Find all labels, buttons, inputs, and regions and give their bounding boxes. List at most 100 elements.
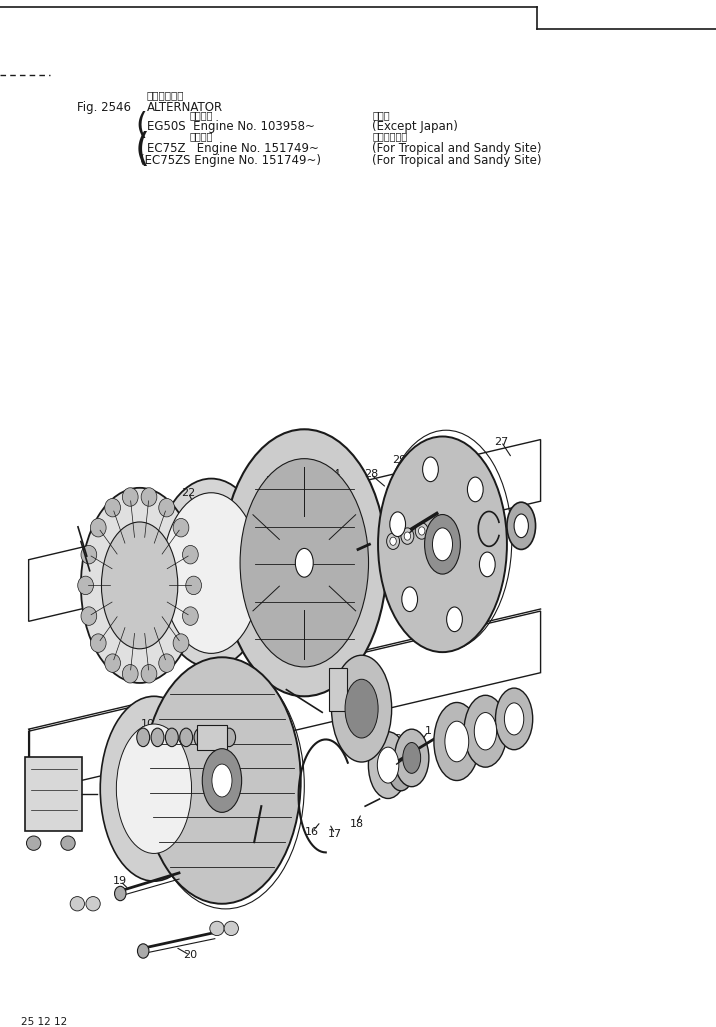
Ellipse shape xyxy=(163,493,260,653)
Text: 12: 12 xyxy=(166,709,180,719)
Text: 9: 9 xyxy=(271,855,278,866)
Ellipse shape xyxy=(434,702,480,781)
Ellipse shape xyxy=(387,533,400,549)
Text: 25 12 12: 25 12 12 xyxy=(21,1017,68,1027)
Ellipse shape xyxy=(222,429,387,696)
Ellipse shape xyxy=(165,728,178,747)
Text: 熱帯砂地仕様: 熱帯砂地仕様 xyxy=(372,131,407,142)
Text: 28: 28 xyxy=(364,469,378,480)
Text: 29: 29 xyxy=(392,455,407,465)
Ellipse shape xyxy=(415,523,428,539)
Ellipse shape xyxy=(81,488,198,683)
Ellipse shape xyxy=(143,657,301,904)
Text: 22: 22 xyxy=(181,488,195,498)
Text: 7: 7 xyxy=(45,760,52,770)
Text: 1: 1 xyxy=(425,726,432,736)
Text: 26: 26 xyxy=(458,449,473,459)
Ellipse shape xyxy=(116,724,192,853)
Ellipse shape xyxy=(105,654,120,673)
Ellipse shape xyxy=(105,498,120,517)
Ellipse shape xyxy=(390,537,397,545)
Text: 24: 24 xyxy=(326,469,340,480)
Text: 4: 4 xyxy=(453,722,460,732)
Circle shape xyxy=(26,836,41,850)
Ellipse shape xyxy=(173,634,189,652)
Ellipse shape xyxy=(402,586,417,611)
Bar xyxy=(197,725,227,750)
Text: EC75Z   Engine No. 151749~: EC75Z Engine No. 151749~ xyxy=(147,142,319,155)
Bar xyxy=(25,757,82,831)
Text: 18: 18 xyxy=(349,819,364,829)
Ellipse shape xyxy=(159,654,175,673)
Text: (: ( xyxy=(134,131,150,169)
Ellipse shape xyxy=(141,488,157,506)
Text: 14: 14 xyxy=(258,845,272,855)
Ellipse shape xyxy=(137,944,149,958)
Ellipse shape xyxy=(390,511,405,536)
Text: 27: 27 xyxy=(494,436,508,447)
Text: (For Tropical and Sandy Site): (For Tropical and Sandy Site) xyxy=(372,142,542,155)
Text: 19: 19 xyxy=(113,876,127,886)
Ellipse shape xyxy=(405,532,411,540)
Ellipse shape xyxy=(102,522,178,649)
Circle shape xyxy=(210,921,224,936)
Ellipse shape xyxy=(154,479,268,668)
Text: 3: 3 xyxy=(382,745,389,755)
Ellipse shape xyxy=(81,545,97,564)
Ellipse shape xyxy=(377,748,399,783)
Ellipse shape xyxy=(141,664,157,683)
Circle shape xyxy=(70,897,84,911)
Ellipse shape xyxy=(122,488,138,506)
Ellipse shape xyxy=(90,519,106,537)
Ellipse shape xyxy=(194,728,207,747)
Ellipse shape xyxy=(212,764,232,797)
Text: ALTERNATOR: ALTERNATOR xyxy=(147,101,223,114)
Text: 11: 11 xyxy=(154,714,168,724)
Text: 5: 5 xyxy=(480,714,487,724)
Ellipse shape xyxy=(183,545,198,564)
Ellipse shape xyxy=(369,731,408,799)
Ellipse shape xyxy=(432,528,453,561)
Ellipse shape xyxy=(480,553,495,577)
Text: 海外向: 海外向 xyxy=(372,110,390,120)
Circle shape xyxy=(86,897,100,911)
Ellipse shape xyxy=(332,655,392,762)
Text: 23: 23 xyxy=(265,476,279,486)
Text: (EC75ZS Engine No. 151749~): (EC75ZS Engine No. 151749~) xyxy=(140,154,321,167)
Ellipse shape xyxy=(419,527,425,535)
Ellipse shape xyxy=(202,749,242,812)
Text: EG50S  Engine No. 103958~: EG50S Engine No. 103958~ xyxy=(147,120,314,134)
Ellipse shape xyxy=(425,515,460,574)
Text: 2: 2 xyxy=(395,734,402,745)
Ellipse shape xyxy=(507,502,536,549)
Text: 6: 6 xyxy=(508,703,516,714)
Ellipse shape xyxy=(208,728,221,747)
Ellipse shape xyxy=(514,514,528,537)
Ellipse shape xyxy=(180,728,193,747)
Ellipse shape xyxy=(445,721,469,762)
Text: 20: 20 xyxy=(183,950,197,960)
Ellipse shape xyxy=(401,528,414,544)
Ellipse shape xyxy=(173,519,189,537)
Text: (For Tropical and Sandy Site): (For Tropical and Sandy Site) xyxy=(372,154,542,167)
Ellipse shape xyxy=(345,679,378,738)
Ellipse shape xyxy=(137,728,150,747)
Ellipse shape xyxy=(90,634,106,652)
Text: 適用号機: 適用号機 xyxy=(190,131,213,142)
Text: 16: 16 xyxy=(305,827,319,837)
Text: 10: 10 xyxy=(141,719,155,729)
Ellipse shape xyxy=(78,576,94,595)
Text: (Except Japan): (Except Japan) xyxy=(372,120,458,134)
Ellipse shape xyxy=(422,457,438,482)
Ellipse shape xyxy=(464,695,507,767)
Ellipse shape xyxy=(223,728,236,747)
Text: 13: 13 xyxy=(178,701,192,712)
Ellipse shape xyxy=(159,498,175,517)
Ellipse shape xyxy=(100,696,208,881)
Ellipse shape xyxy=(183,607,198,625)
Text: 15: 15 xyxy=(354,681,369,691)
Text: 21: 21 xyxy=(104,506,118,517)
Text: 8: 8 xyxy=(122,750,129,760)
Circle shape xyxy=(61,836,75,850)
Ellipse shape xyxy=(185,576,201,595)
